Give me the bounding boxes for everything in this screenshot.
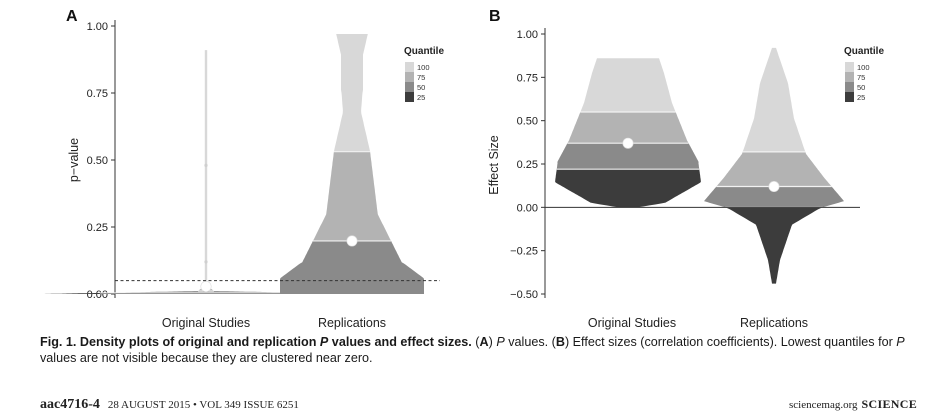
outlier-point	[204, 260, 208, 264]
panel-a-legend-title: Quantile	[404, 46, 444, 57]
y-tick-label: −0.25	[510, 246, 538, 258]
violin-band-q50	[556, 143, 700, 170]
legend-swatch-25	[405, 92, 414, 102]
footer-left: aac4716-4 28 AUGUST 2015 • VOL 349 ISSUE …	[40, 397, 299, 413]
panel-b-label: B	[489, 8, 501, 25]
footer-brand: SCIENCE	[861, 397, 917, 411]
caption-body-p: P	[496, 335, 505, 349]
violin-band-q50	[704, 186, 844, 208]
legend-swatch-75	[405, 72, 414, 82]
legend-swatch-50	[845, 82, 854, 92]
mean-point	[622, 137, 634, 149]
violin-band-q100	[742, 47, 806, 152]
panel-b-plot: −0.50 −0.25 0.00 0.25 0.50 0.75 1.00	[510, 28, 860, 301]
mean-point	[200, 280, 212, 292]
panel-a-label: A	[66, 8, 78, 25]
legend-label-75: 75	[857, 73, 865, 82]
panel-a-y-axis-label: p−value	[67, 138, 81, 182]
mean-point	[346, 235, 358, 247]
caption-body-a-close: )	[488, 335, 497, 349]
legend-label-25: 25	[857, 93, 865, 102]
figure-caption: Fig. 1. Density plots of original and re…	[40, 334, 920, 366]
caption-body-a-label: A	[479, 335, 489, 349]
caption-title-rest: values and effect sizes.	[328, 335, 472, 349]
panel-b-y-axis-label: Effect Size	[487, 135, 501, 195]
y-tick-label: 1.00	[517, 29, 538, 41]
figure-charts: A 0.00 0.25 0.50 0.75 1.00 p−value Original …	[43, 8, 884, 330]
y-tick-label: 0.75	[87, 88, 108, 100]
panel-a: A 0.00 0.25 0.50 0.75 1.00 p−value Original …	[43, 8, 444, 330]
y-tick-label: 0.75	[517, 72, 538, 84]
mean-point	[768, 181, 780, 193]
caption-label: Fig. 1.	[40, 335, 77, 349]
y-tick-label: 0.50	[87, 155, 108, 167]
caption-title-p: P	[319, 335, 329, 349]
legend-swatch-25	[845, 92, 854, 102]
panel-a-x-tick-replications: Replications	[318, 316, 386, 330]
footer-journal-id: aac4716-4	[40, 397, 100, 412]
y-tick-label: 0.25	[517, 159, 538, 171]
panel-a-x-tick-original: Original Studies	[162, 316, 250, 330]
caption-body-a: (	[471, 335, 480, 349]
footer-issue: 28 AUGUST 2015 • VOL 349 ISSUE 6251	[107, 399, 299, 411]
caption-body-end: values are not visible because they are …	[40, 351, 373, 365]
legend-label-100: 100	[857, 63, 870, 72]
y-tick-label: 0.00	[87, 289, 108, 301]
violin-band-q100	[202, 50, 210, 288]
y-tick-label: 0.50	[517, 116, 538, 128]
footer-site: sciencemag.org	[789, 399, 858, 411]
violin-band-q100	[333, 34, 371, 152]
caption-body-p2: P	[896, 335, 905, 349]
panel-b-x-tick-original: Original Studies	[588, 316, 676, 330]
y-tick-label: 0.00	[517, 202, 538, 214]
caption-body-a-rest: values. (	[504, 335, 556, 349]
y-tick-label: 0.25	[87, 222, 108, 234]
legend-label-25: 25	[417, 93, 425, 102]
legend-swatch-50	[405, 82, 414, 92]
legend-swatch-100	[845, 62, 854, 72]
legend-label-100: 100	[417, 63, 430, 72]
legend-label-75: 75	[417, 73, 425, 82]
violin-band-q100	[580, 58, 676, 112]
violin-band-q25	[725, 207, 823, 284]
caption-body-b-label: B	[555, 335, 565, 349]
y-tick-label: −0.50	[510, 289, 538, 301]
outlier-point	[204, 163, 208, 167]
caption-title: Density plots of original and replicatio…	[76, 335, 320, 349]
legend-swatch-75	[845, 72, 854, 82]
violin-band-q75	[312, 151, 392, 241]
footer-right: sciencemag.org SCIENCE	[789, 397, 917, 412]
y-tick-label: 1.00	[87, 21, 108, 33]
legend-swatch-100	[405, 62, 414, 72]
violin-band-q75	[567, 112, 689, 144]
violin-band-q25	[555, 169, 701, 208]
violin-band-q50	[280, 240, 424, 294]
violin-band-q75	[716, 151, 832, 187]
panel-b-x-tick-replications: Replications	[740, 316, 808, 330]
panel-b: B −0.50 −0.25 0.00 0.25 0.50 0.75 1.00 Effect …	[487, 8, 884, 330]
panel-a-plot: 0.00 0.25 0.50 0.75 1.00	[43, 20, 440, 301]
legend-label-50: 50	[417, 83, 425, 92]
panel-b-legend-title: Quantile	[844, 46, 884, 57]
caption-body-b-rest: ) Effect sizes (correlation coefficients…	[564, 335, 897, 349]
legend-label-50: 50	[857, 83, 865, 92]
